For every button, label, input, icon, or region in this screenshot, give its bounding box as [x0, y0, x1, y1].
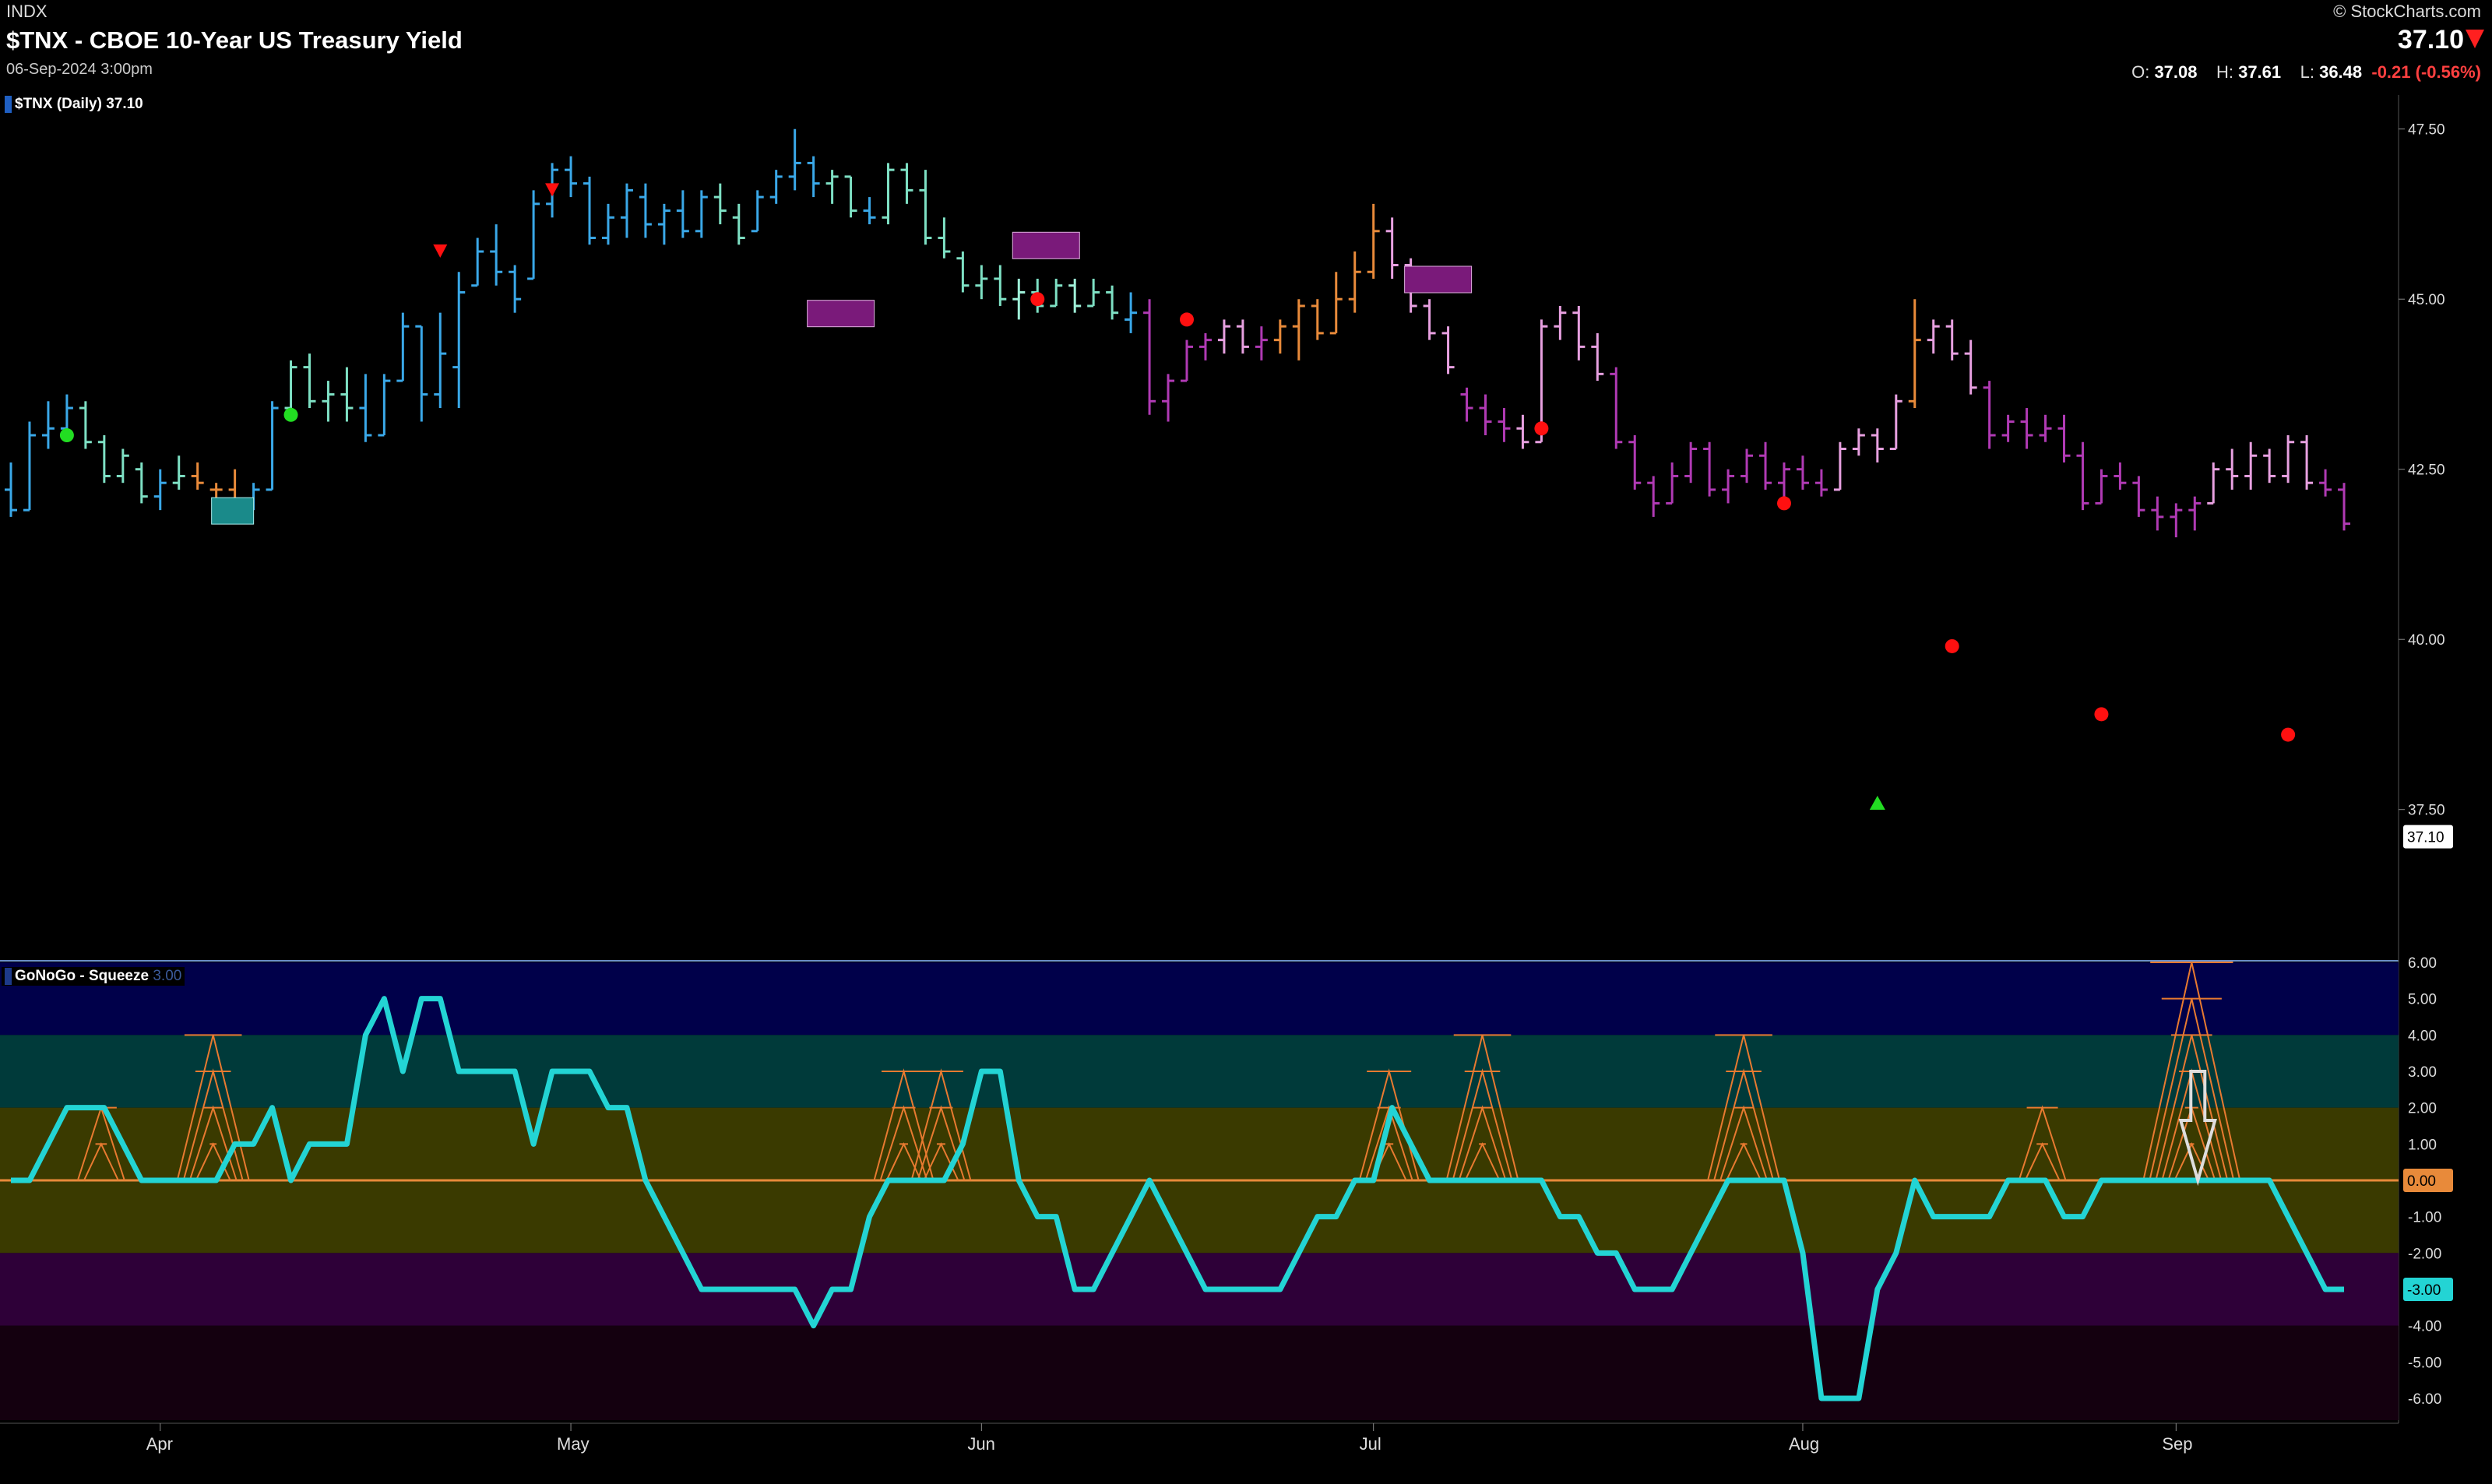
- oscillator-legend-value: 3.00: [153, 968, 182, 985]
- signal-dot: [2094, 707, 2109, 722]
- osc-tick-label: -2.00: [2408, 1246, 2441, 1262]
- oscillator-band: [0, 1107, 2399, 1180]
- signal-dot: [59, 428, 74, 443]
- osc-tick-label: -5.00: [2408, 1355, 2441, 1371]
- down-arrow-icon: [2178, 1070, 2217, 1187]
- x-tick-label: Apr: [146, 1434, 173, 1454]
- low-label: L:: [2300, 62, 2314, 82]
- brand-label[interactable]: © StockCharts.com: [2333, 2, 2481, 21]
- oscillator-legend-label: GoNoGo - Squeeze: [15, 968, 150, 985]
- osc-tick-label: 5.00: [2408, 992, 2437, 1008]
- zero-value-label: 0.00: [2407, 1173, 2436, 1190]
- signal-dot: [1534, 421, 1549, 436]
- x-tick-label: Jun: [967, 1434, 994, 1454]
- x-tick-label: Sep: [2162, 1434, 2192, 1454]
- change-value: -0.21 (-0.56%): [2371, 62, 2481, 82]
- signal-dot: [1776, 496, 1791, 511]
- chart-datetime: 06-Sep-2024 3:00pm: [6, 61, 153, 78]
- series-color-icon: [5, 96, 12, 113]
- x-tick-label: May: [557, 1434, 590, 1454]
- signal-dot: [283, 407, 298, 422]
- osc-last-label: -3.00: [2407, 1282, 2441, 1299]
- x-tick-label: Jul: [1360, 1434, 1382, 1454]
- price-tick-label: 42.50: [2408, 462, 2445, 479]
- oscillator-band: [0, 1035, 2399, 1108]
- up-triangle-icon: [1869, 795, 1885, 810]
- down-arrow-icon: [2466, 30, 2484, 48]
- down-triangle-icon: [433, 244, 448, 258]
- osc-tick-label: 4.00: [2408, 1028, 2437, 1044]
- ohlc-readout: O: 37.08 H: 37.61 L: 36.48 -0.21 (-0.56%…: [2131, 62, 2481, 83]
- chart-title: $TNX - CBOE 10-Year US Treasury Yield: [6, 26, 463, 54]
- last-price: 37.10: [2397, 25, 2464, 55]
- price-tick-label: 40.00: [2408, 632, 2445, 649]
- high-value: 37.61: [2238, 62, 2282, 82]
- high-label: H:: [2216, 62, 2233, 82]
- open-label: O:: [2131, 62, 2150, 82]
- nogo-badge: [807, 300, 875, 328]
- oscillator-band: [0, 1180, 2399, 1254]
- oscillator-band: [0, 1325, 2399, 1420]
- signal-dot: [1945, 638, 1959, 653]
- series-color-icon: [5, 968, 12, 985]
- last-value-tag: [2403, 825, 2453, 849]
- osc-tick-label: 2.00: [2408, 1101, 2437, 1117]
- zero-value-tag: [2403, 1169, 2453, 1192]
- price-tick-label: 47.50: [2408, 122, 2445, 139]
- oscillator-legend[interactable]: GoNoGo - Squeeze 3.00: [2, 967, 185, 986]
- last-value-label: 37.10: [2407, 830, 2444, 846]
- osc-tick-label: -6.00: [2408, 1391, 2441, 1408]
- price-tick-label: 45.00: [2408, 292, 2445, 308]
- nogo-badge: [1404, 266, 1473, 294]
- open-value: 37.08: [2154, 62, 2198, 82]
- price-legend-label: $TNX (Daily) 37.10: [15, 96, 143, 113]
- oscillator-line: [11, 996, 2345, 1401]
- signal-dot: [1030, 292, 1045, 307]
- nogo-badge: [1012, 231, 1080, 259]
- low-value: 36.48: [2319, 62, 2363, 82]
- osc-tick-label: -4.00: [2408, 1319, 2441, 1335]
- oscillator-band: [0, 1253, 2399, 1326]
- price-legend[interactable]: $TNX (Daily) 37.10: [2, 95, 146, 114]
- oscillator-band: [0, 962, 2399, 1036]
- signal-dot: [1180, 312, 1194, 327]
- exchange-label: INDX: [6, 2, 48, 21]
- signal-dot: [2281, 727, 2296, 742]
- osc-last-tag: [2403, 1278, 2453, 1301]
- go-badge: [211, 497, 255, 525]
- down-triangle-icon: [545, 183, 560, 197]
- osc-tick-label: 3.00: [2408, 1064, 2437, 1081]
- osc-tick-label: -1.00: [2408, 1210, 2441, 1226]
- price-tick-label: 37.50: [2408, 803, 2445, 819]
- x-tick-label: Aug: [1789, 1434, 1819, 1454]
- osc-tick-label: 1.00: [2408, 1137, 2437, 1153]
- osc-tick-label: 6.00: [2408, 955, 2437, 972]
